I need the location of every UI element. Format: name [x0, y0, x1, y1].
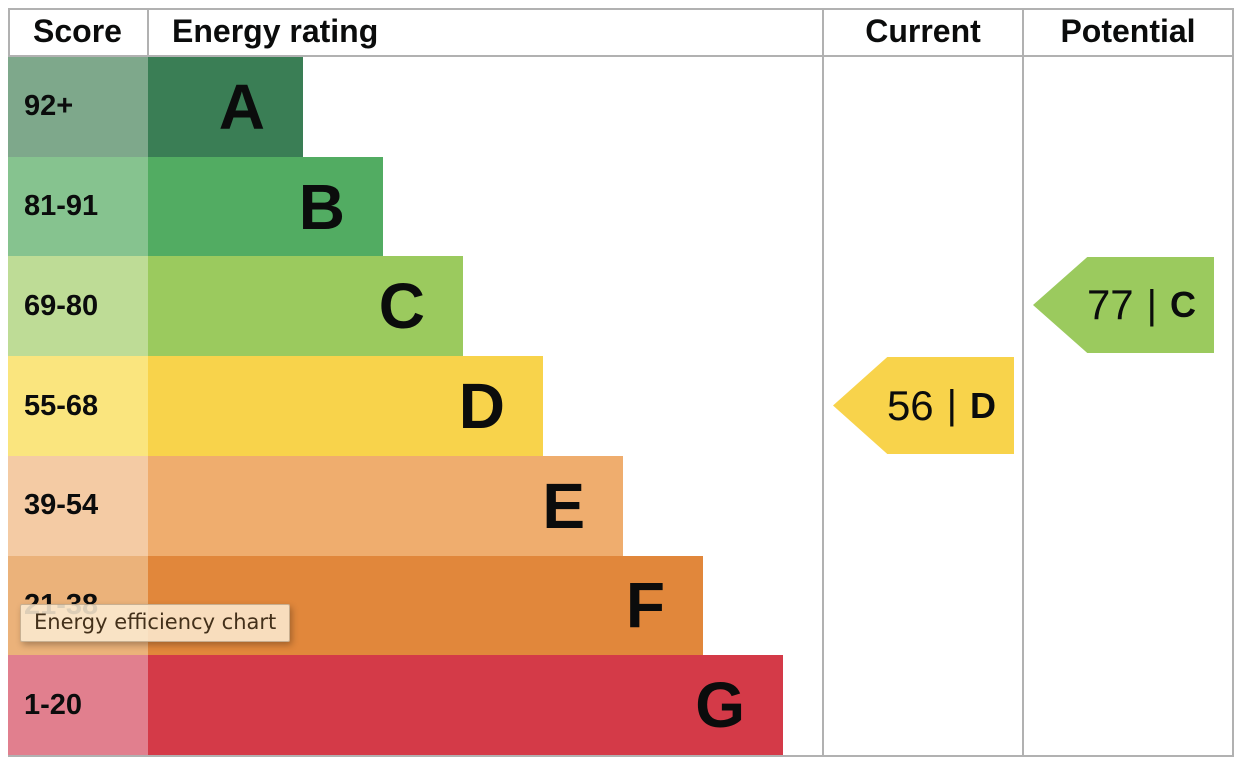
current-score-value: 56 — [886, 381, 934, 429]
band-letter-b: B — [298, 170, 345, 243]
band-letter-a: A — [218, 70, 265, 143]
score-range-cell: 55-68 — [8, 356, 148, 456]
score-range-cell: 69-80 — [8, 256, 148, 357]
band-row-a: 92+ A — [8, 57, 1234, 157]
chart-tooltip: Energy efficiency chart — [20, 604, 291, 642]
band-bar-e: E — [148, 455, 623, 556]
band-row-e: 39-54 E — [8, 455, 1234, 556]
band-letter-g: G — [695, 669, 745, 742]
score-range-cell: 92+ — [8, 57, 148, 157]
band-letter-e: E — [542, 469, 585, 542]
grid-line-bottom — [8, 755, 1234, 757]
band-bar-a: A — [148, 57, 303, 157]
grid-line-score-divider — [147, 8, 149, 55]
band-bar-d: D — [148, 356, 543, 456]
band-row-d: 55-68 D — [8, 356, 1234, 456]
band-row-b: 81-91 B — [8, 156, 1234, 257]
separator-bar: | — [1146, 282, 1158, 327]
band-bar-c: C — [148, 256, 463, 357]
score-range-label: 55-68 — [24, 389, 99, 422]
score-range-label: 81-91 — [24, 190, 99, 223]
energy-rating-column-header: Energy rating — [172, 13, 379, 49]
grid-line-current-divider — [822, 8, 824, 757]
rating-bands: 92+ A 81-91 B 69-80 C 55-68 — [8, 57, 1234, 756]
score-range-label: 1-20 — [24, 688, 83, 721]
band-letter-c: C — [378, 270, 425, 343]
score-range-label: 69-80 — [24, 289, 99, 322]
score-range-label: 39-54 — [24, 489, 99, 522]
band-bar-g: G — [148, 655, 783, 756]
score-range-cell: 1-20 — [8, 655, 148, 756]
grid-line-header — [8, 55, 1234, 57]
band-row-c: 69-80 C — [8, 256, 1234, 357]
grid-line-potential-divider — [1022, 8, 1024, 757]
separator-bar: | — [946, 383, 958, 427]
potential-column-header: Potential — [1060, 13, 1196, 49]
current-band-letter: D — [970, 384, 997, 426]
band-letter-d: D — [458, 370, 505, 443]
score-range-label: 92+ — [24, 90, 74, 123]
grid-line-right — [1232, 8, 1234, 757]
grid-line-top — [8, 8, 1234, 10]
potential-score-value: 77 — [1086, 281, 1134, 328]
score-range-cell: 39-54 — [8, 455, 148, 556]
score-column-header: Score — [33, 13, 122, 49]
current-column-header: Current — [865, 13, 981, 49]
band-bar-b: B — [148, 156, 383, 257]
potential-band-letter: C — [1170, 284, 1197, 325]
score-range-cell: 81-91 — [8, 156, 148, 257]
band-row-g: 1-20 G — [8, 655, 1234, 756]
band-letter-f: F — [625, 569, 665, 642]
